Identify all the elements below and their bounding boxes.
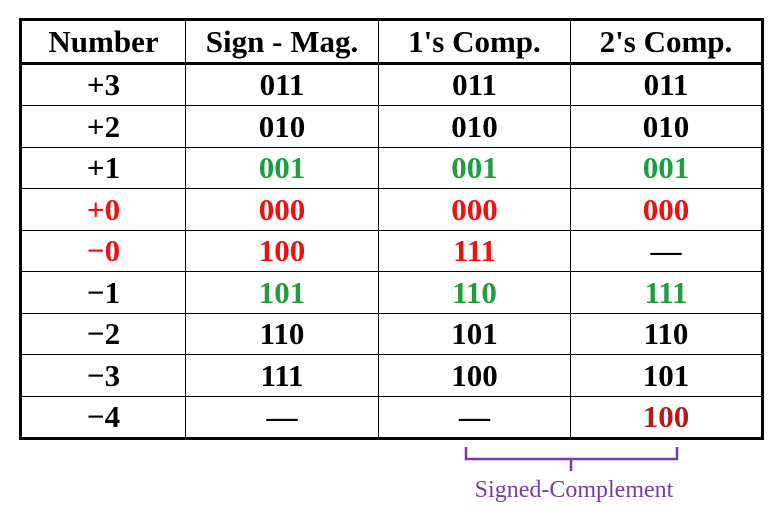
table-row: −4 — — 100 <box>20 395 763 439</box>
ones-comp-cell: 010 <box>378 105 571 148</box>
number-cell: +2 <box>20 105 186 148</box>
sign-mag-cell: 110 <box>185 312 379 355</box>
twos-comp-cell: 110 <box>570 312 763 355</box>
number-cell: −0 <box>20 229 186 272</box>
twos-comp-cell: 101 <box>570 354 763 397</box>
twos-comp-cell: — <box>570 229 763 272</box>
twos-comp-cell: 100 <box>570 395 763 439</box>
ones-comp-cell: 110 <box>378 271 571 314</box>
number-cell: +1 <box>20 146 186 189</box>
number-cell: −3 <box>20 354 186 397</box>
signed-complement-brace <box>464 447 679 471</box>
header-number: Number <box>20 19 186 65</box>
sign-mag-cell: 000 <box>185 188 379 231</box>
number-cell: −4 <box>20 395 186 439</box>
sign-mag-cell: 001 <box>185 146 379 189</box>
header-twos-complement: 2's Comp. <box>570 19 763 65</box>
table-row: −3 111 100 101 <box>20 354 763 397</box>
ones-comp-cell: 000 <box>378 188 571 231</box>
sign-mag-cell: 100 <box>185 229 379 272</box>
twos-comp-cell: 010 <box>570 105 763 148</box>
twos-comp-cell: 011 <box>570 62 763 106</box>
number-cell: −1 <box>20 271 186 314</box>
signed-complement-label: Signed-Complement <box>474 477 674 503</box>
number-cell: +3 <box>20 62 186 106</box>
sign-mag-cell: 011 <box>185 62 379 106</box>
table-row: −2 110 101 110 <box>20 312 763 355</box>
header-row: Number Sign - Mag. 1's Comp. 2's Comp. <box>20 19 763 65</box>
table-row: −0 100 111 — <box>20 229 763 272</box>
ones-comp-cell: 001 <box>378 146 571 189</box>
sign-mag-cell: 101 <box>185 271 379 314</box>
header-sign-magnitude: Sign - Mag. <box>185 19 379 65</box>
twos-comp-cell: 111 <box>570 271 763 314</box>
sign-mag-cell: — <box>185 395 379 439</box>
twos-comp-cell: 001 <box>570 146 763 189</box>
ones-comp-cell: 100 <box>378 354 571 397</box>
number-cell: −2 <box>20 312 186 355</box>
ones-comp-cell: 011 <box>378 62 571 106</box>
number-representation-table: Number Sign - Mag. 1's Comp. 2's Comp. +… <box>19 18 764 440</box>
header-ones-complement: 1's Comp. <box>378 19 571 65</box>
ones-comp-cell: 111 <box>378 229 571 272</box>
table-row: +1 001 001 001 <box>20 146 763 189</box>
ones-comp-cell: — <box>378 395 571 439</box>
sign-mag-cell: 111 <box>185 354 379 397</box>
twos-comp-cell: 000 <box>570 188 763 231</box>
table-row: +0 000 000 000 <box>20 188 763 231</box>
table-row: −1 101 110 111 <box>20 271 763 314</box>
sign-mag-cell: 010 <box>185 105 379 148</box>
table-row: +2 010 010 010 <box>20 105 763 148</box>
ones-comp-cell: 101 <box>378 312 571 355</box>
number-cell: +0 <box>20 188 186 231</box>
table-row: +3 011 011 011 <box>20 62 763 106</box>
